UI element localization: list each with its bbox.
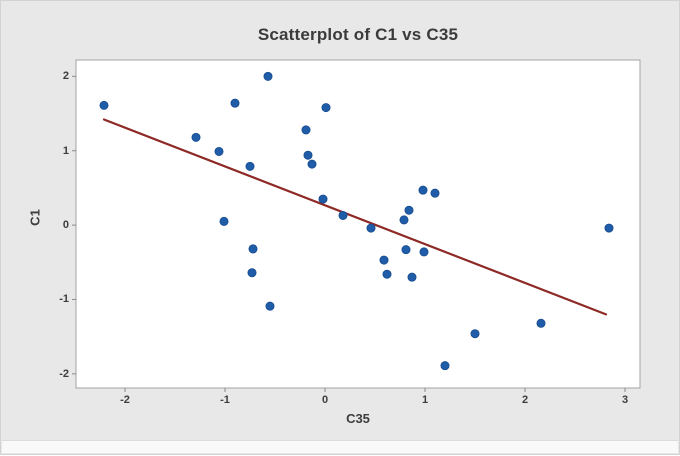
data-point [230,98,240,108]
plot-frame [75,59,641,389]
data-point [245,161,255,171]
x-tick-label: 1 [421,394,429,406]
data-point [307,159,317,169]
data-point [321,103,331,113]
x-tick-label: -2 [120,394,130,406]
data-point [219,216,229,226]
data-point [430,188,440,198]
data-point [399,215,409,225]
data-point [382,269,392,279]
data-point [407,272,417,282]
data-point [470,329,480,339]
y-tick-label: 0 [62,219,69,232]
data-point [440,361,450,371]
data-point [338,210,348,220]
data-point [301,125,311,135]
y-tick-label: 1 [62,144,69,157]
x-tick-label: 3 [621,394,629,406]
x-tick-label: 0 [321,394,329,406]
data-point [263,71,273,81]
data-point [318,194,328,204]
x-axis-title: C35 [346,411,370,426]
chart-title: Scatterplot of C1 vs C35 [257,25,459,44]
data-point [418,185,428,195]
data-point [265,301,275,311]
data-point [303,150,313,160]
data-point [214,146,224,156]
x-tick-label: -1 [220,394,230,406]
data-point [404,205,414,215]
data-point [604,223,614,233]
y-tick-label: -2 [59,367,69,380]
data-point [366,223,376,233]
window-bottom-strip [2,440,678,453]
data-point [379,255,389,265]
data-point [536,318,546,328]
data-point [401,245,411,255]
x-tick-label: 2 [521,394,529,406]
data-point [99,100,109,110]
data-point [419,247,429,257]
fit-line [102,118,608,316]
data-point [247,268,257,278]
y-tick-label: -1 [59,293,69,306]
data-point [248,244,258,254]
y-tick-label: 2 [62,70,69,83]
data-point [191,132,201,142]
